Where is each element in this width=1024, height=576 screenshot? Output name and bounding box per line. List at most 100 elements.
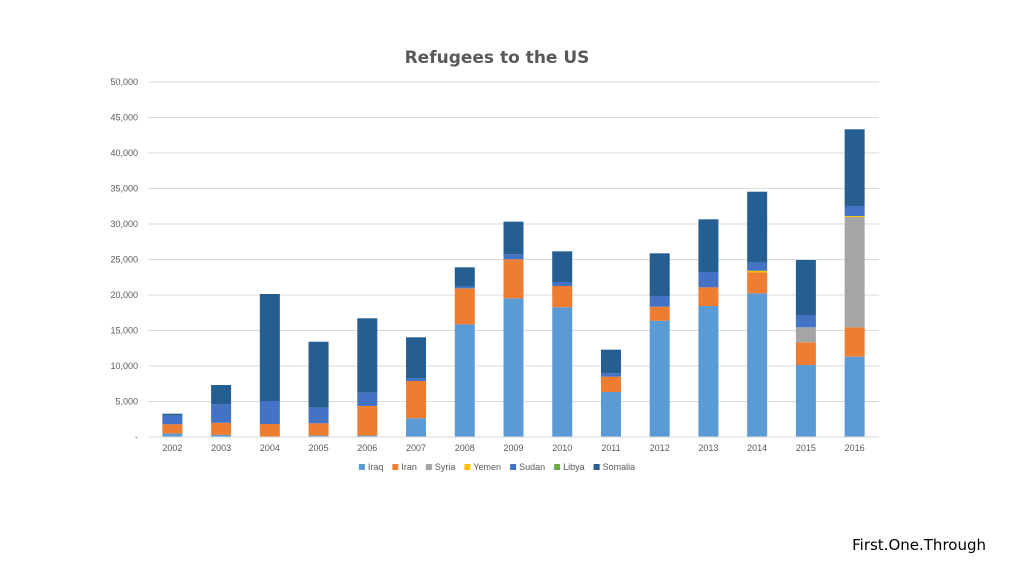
bar-iraq-2002	[162, 433, 183, 437]
bar-iraq-2010	[552, 307, 573, 437]
legend-swatch	[510, 464, 517, 470]
x-tick-label: 2010	[552, 443, 572, 453]
bar-stack-2006	[357, 318, 378, 437]
x-tick-label: 2002	[162, 443, 182, 453]
bar-somalia-2015	[795, 259, 816, 316]
bar-iran-2012	[649, 306, 670, 321]
bar-stack-2009	[503, 221, 524, 437]
bar-somalia-2008	[454, 267, 475, 287]
bar-somalia-2002	[162, 413, 183, 416]
legend-swatch	[554, 464, 561, 470]
bar-sudan-2009	[503, 254, 524, 260]
bar-iraq-2006	[357, 435, 378, 437]
bar-stack-2004	[259, 294, 280, 437]
bar-syria-2016	[844, 216, 865, 328]
bar-iran-2008	[454, 288, 475, 325]
bar-iraq-2003	[211, 434, 232, 437]
legend-item-libya: Libya	[554, 462, 585, 472]
y-tick-label: 30,000	[110, 219, 138, 229]
bar-iran-2005	[308, 423, 329, 436]
bar-sudan-2010	[552, 282, 573, 286]
legend-item-yemen: Yemen	[464, 462, 501, 472]
legend-item-sudan: Sudan	[510, 462, 545, 472]
bar-iraq-2008	[454, 324, 475, 437]
y-tick-label: 40,000	[110, 148, 138, 158]
bar-iran-2006	[357, 405, 378, 436]
bar-sudan-2007	[406, 378, 427, 382]
bar-iran-2013	[698, 287, 719, 307]
x-tick-label: 2003	[211, 443, 231, 453]
bar-iran-2016	[844, 327, 865, 357]
bar-somalia-2005	[308, 341, 329, 408]
bar-sudan-2014	[747, 262, 768, 271]
bar-somalia-2011	[600, 349, 621, 374]
x-axis-ticks: 2002 2003 2004 2005 2006 2007 2008 2009 2010 2011…	[162, 443, 864, 453]
legend-label: Syria	[435, 462, 456, 472]
legend-label: Sudan	[519, 462, 545, 472]
bar-somalia-2010	[552, 251, 573, 283]
y-tick-label: 25,000	[110, 255, 138, 265]
x-tick-label: 2006	[357, 443, 377, 453]
bar-somalia-2013	[698, 219, 719, 272]
bar-stack-2012	[649, 253, 670, 437]
bar-sudan-2002	[162, 415, 183, 425]
bar-somalia-2003	[211, 385, 232, 405]
y-tick-label: -	[135, 432, 138, 442]
bar-iran-2002	[162, 424, 183, 434]
x-tick-label: 2014	[747, 443, 767, 453]
bar-iran-2004	[259, 424, 280, 437]
legend-swatch	[358, 464, 365, 470]
bar-yemen-2014	[747, 270, 768, 273]
bars	[162, 129, 865, 437]
bar-yemen-2016	[844, 215, 865, 217]
bar-stack-2011	[600, 349, 621, 437]
bar-sudan-2005	[308, 407, 329, 424]
x-tick-label: 2015	[796, 443, 816, 453]
x-tick-label: 2008	[455, 443, 475, 453]
bar-iraq-2012	[649, 320, 670, 437]
bar-sudan-2015	[795, 315, 816, 328]
bar-iraq-2009	[503, 298, 524, 437]
legend-swatch	[425, 464, 432, 470]
bar-syria-2015	[795, 327, 816, 343]
bar-sudan-2003	[211, 404, 232, 423]
x-tick-label: 2009	[503, 443, 523, 453]
bar-stack-2010	[552, 251, 573, 437]
bar-sudan-2013	[698, 271, 719, 288]
x-tick-label: 2005	[309, 443, 329, 453]
watermark-text: First.One.Through	[852, 536, 986, 554]
bar-iran-2007	[406, 381, 427, 419]
y-tick-label: 15,000	[110, 326, 138, 336]
bar-sudan-2008	[454, 286, 475, 289]
x-tick-label: 2012	[650, 443, 670, 453]
bar-sudan-2016	[844, 205, 865, 216]
y-tick-label: 5,000	[115, 397, 138, 407]
bar-sudan-2004	[259, 401, 280, 425]
bar-iran-2015	[795, 342, 816, 366]
y-tick-label: 50,000	[110, 77, 138, 87]
bar-somalia-2009	[503, 221, 524, 255]
x-tick-label: 2007	[406, 443, 426, 453]
bar-iraq-2015	[795, 365, 816, 437]
legend-item-somalia: Somalia	[593, 462, 635, 472]
bar-iraq-2011	[600, 391, 621, 437]
y-tick-label: 20,000	[110, 290, 138, 300]
bar-stack-2003	[211, 385, 232, 437]
bar-stack-2014	[747, 191, 768, 437]
bar-somalia-2006	[357, 318, 378, 393]
legend-swatch	[464, 464, 471, 470]
bar-sudan-2006	[357, 392, 378, 406]
bar-iran-2010	[552, 285, 573, 308]
bar-stack-2013	[698, 219, 719, 437]
x-tick-label: 2013	[698, 443, 718, 453]
bar-stack-2005	[308, 341, 329, 437]
y-tick-label: 10,000	[110, 361, 138, 371]
legend-swatch	[392, 464, 399, 470]
bar-stack-2002	[162, 413, 183, 437]
bar-somalia-2004	[259, 294, 280, 402]
bar-iran-2014	[747, 272, 768, 294]
legend-item-iran: Iran	[392, 462, 417, 472]
bar-iran-2003	[211, 422, 232, 435]
bar-iran-2009	[503, 259, 524, 299]
